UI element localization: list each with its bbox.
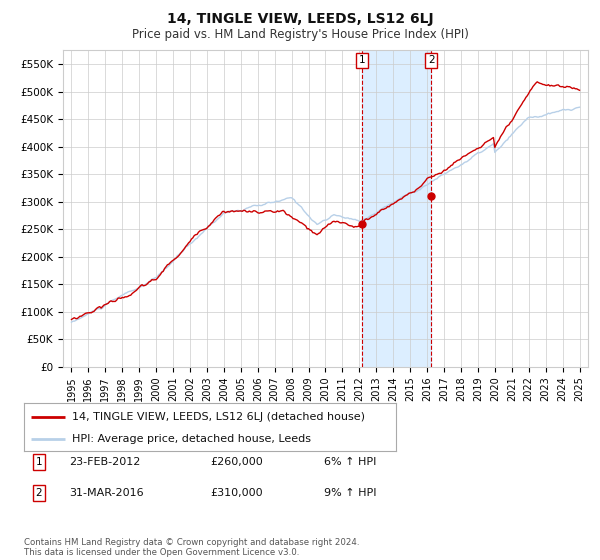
Text: 23-FEB-2012: 23-FEB-2012 [69,457,140,467]
Text: 14, TINGLE VIEW, LEEDS, LS12 6LJ: 14, TINGLE VIEW, LEEDS, LS12 6LJ [167,12,433,26]
Text: 2: 2 [428,55,434,65]
Text: Price paid vs. HM Land Registry's House Price Index (HPI): Price paid vs. HM Land Registry's House … [131,28,469,41]
Text: 14, TINGLE VIEW, LEEDS, LS12 6LJ (detached house): 14, TINGLE VIEW, LEEDS, LS12 6LJ (detach… [73,412,365,422]
Text: £310,000: £310,000 [210,488,263,498]
Bar [362,50,431,367]
Text: 2: 2 [35,488,43,498]
Text: Contains HM Land Registry data © Crown copyright and database right 2024.
This d: Contains HM Land Registry data © Crown c… [24,538,359,557]
Text: 9% ↑ HPI: 9% ↑ HPI [324,488,377,498]
Text: 6% ↑ HPI: 6% ↑ HPI [324,457,376,467]
Text: HPI: Average price, detached house, Leeds: HPI: Average price, detached house, Leed… [73,434,311,444]
Text: 1: 1 [358,55,365,65]
Text: 1: 1 [35,457,43,467]
Text: 31-MAR-2016: 31-MAR-2016 [69,488,143,498]
Text: £260,000: £260,000 [210,457,263,467]
